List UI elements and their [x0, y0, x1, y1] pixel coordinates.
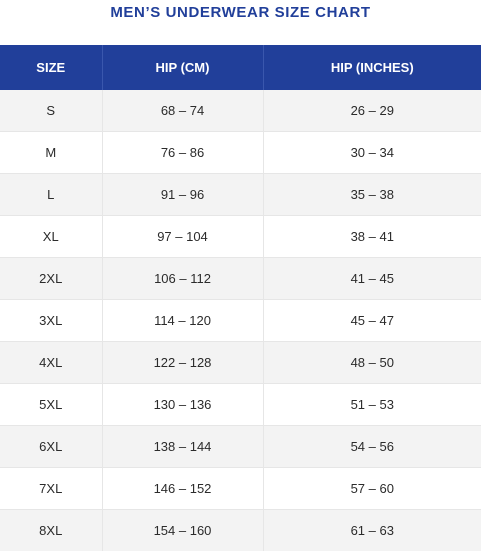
cell-size: L	[0, 174, 102, 216]
table-row: 4XL 122 – 128 48 – 50	[0, 342, 481, 384]
header-hip-cm: HIP (CM)	[102, 45, 263, 90]
cell-size: M	[0, 132, 102, 174]
cell-hip-inches: 26 – 29	[263, 90, 481, 132]
table-body: S 68 – 74 26 – 29 M 76 – 86 30 – 34 L 91…	[0, 90, 481, 551]
size-chart-table: SIZE HIP (CM) HIP (INCHES) S 68 – 74 26 …	[0, 45, 481, 551]
cell-hip-inches: 35 – 38	[263, 174, 481, 216]
cell-hip-inches: 38 – 41	[263, 216, 481, 258]
table-row: 8XL 154 – 160 61 – 63	[0, 510, 481, 551]
table-row: M 76 – 86 30 – 34	[0, 132, 481, 174]
table-header: SIZE HIP (CM) HIP (INCHES)	[0, 45, 481, 90]
cell-size: 4XL	[0, 342, 102, 384]
cell-hip-inches: 51 – 53	[263, 384, 481, 426]
table-row: L 91 – 96 35 – 38	[0, 174, 481, 216]
table-row: 2XL 106 – 112 41 – 45	[0, 258, 481, 300]
cell-hip-cm: 68 – 74	[102, 90, 263, 132]
cell-hip-cm: 130 – 136	[102, 384, 263, 426]
cell-hip-cm: 114 – 120	[102, 300, 263, 342]
cell-hip-cm: 154 – 160	[102, 510, 263, 551]
table-row: 5XL 130 – 136 51 – 53	[0, 384, 481, 426]
cell-hip-inches: 57 – 60	[263, 468, 481, 510]
cell-hip-cm: 146 – 152	[102, 468, 263, 510]
table-row: XL 97 – 104 38 – 41	[0, 216, 481, 258]
cell-size: 6XL	[0, 426, 102, 468]
cell-hip-inches: 48 – 50	[263, 342, 481, 384]
cell-hip-inches: 45 – 47	[263, 300, 481, 342]
cell-hip-cm: 76 – 86	[102, 132, 263, 174]
cell-hip-inches: 61 – 63	[263, 510, 481, 551]
cell-size: XL	[0, 216, 102, 258]
header-row: SIZE HIP (CM) HIP (INCHES)	[0, 45, 481, 90]
cell-hip-cm: 122 – 128	[102, 342, 263, 384]
cell-hip-cm: 91 – 96	[102, 174, 263, 216]
cell-size: 5XL	[0, 384, 102, 426]
cell-hip-inches: 54 – 56	[263, 426, 481, 468]
cell-hip-cm: 97 – 104	[102, 216, 263, 258]
table-row: 6XL 138 – 144 54 – 56	[0, 426, 481, 468]
cell-size: 3XL	[0, 300, 102, 342]
cell-hip-inches: 30 – 34	[263, 132, 481, 174]
cell-hip-inches: 41 – 45	[263, 258, 481, 300]
cell-size: S	[0, 90, 102, 132]
header-hip-inches: HIP (INCHES)	[263, 45, 481, 90]
cell-size: 2XL	[0, 258, 102, 300]
cell-size: 8XL	[0, 510, 102, 551]
cell-hip-cm: 106 – 112	[102, 258, 263, 300]
table-row: 3XL 114 – 120 45 – 47	[0, 300, 481, 342]
table-row: 7XL 146 – 152 57 – 60	[0, 468, 481, 510]
title-spacer	[0, 26, 481, 45]
table-row: S 68 – 74 26 – 29	[0, 90, 481, 132]
cell-size: 7XL	[0, 468, 102, 510]
cell-hip-cm: 138 – 144	[102, 426, 263, 468]
page-title: MEN’S UNDERWEAR SIZE CHART	[0, 0, 481, 26]
header-size: SIZE	[0, 45, 102, 90]
